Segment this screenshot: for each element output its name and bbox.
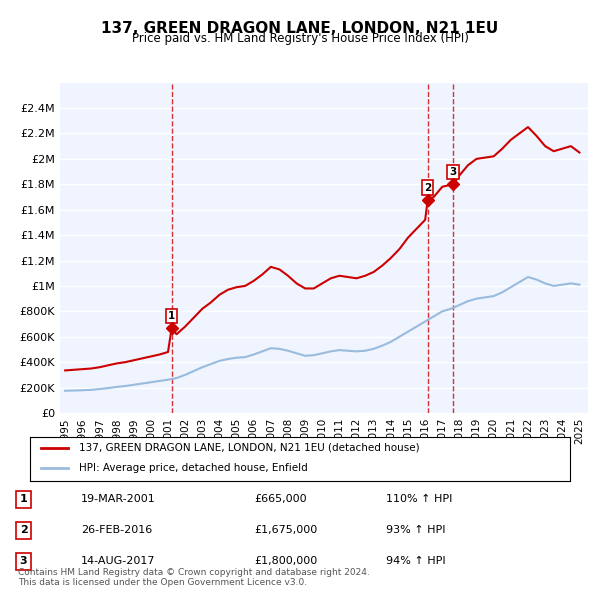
Text: Contains HM Land Registry data © Crown copyright and database right 2024.
This d: Contains HM Land Registry data © Crown c… bbox=[18, 568, 370, 587]
Text: £1,800,000: £1,800,000 bbox=[254, 556, 317, 566]
Text: 2: 2 bbox=[20, 526, 28, 535]
Text: HPI: Average price, detached house, Enfield: HPI: Average price, detached house, Enfi… bbox=[79, 464, 307, 473]
Text: 26-FEB-2016: 26-FEB-2016 bbox=[81, 526, 152, 535]
Text: 19-MAR-2001: 19-MAR-2001 bbox=[81, 494, 156, 504]
Text: Price paid vs. HM Land Registry's House Price Index (HPI): Price paid vs. HM Land Registry's House … bbox=[131, 32, 469, 45]
Text: 137, GREEN DRAGON LANE, LONDON, N21 1EU (detached house): 137, GREEN DRAGON LANE, LONDON, N21 1EU … bbox=[79, 442, 419, 453]
Text: 94% ↑ HPI: 94% ↑ HPI bbox=[386, 556, 446, 566]
Text: 3: 3 bbox=[20, 556, 28, 566]
Text: £1,675,000: £1,675,000 bbox=[254, 526, 317, 535]
Text: 14-AUG-2017: 14-AUG-2017 bbox=[81, 556, 155, 566]
Text: 93% ↑ HPI: 93% ↑ HPI bbox=[386, 526, 446, 535]
Text: 1: 1 bbox=[20, 494, 28, 504]
Text: 2: 2 bbox=[424, 182, 431, 192]
Text: 110% ↑ HPI: 110% ↑ HPI bbox=[386, 494, 453, 504]
Text: 1: 1 bbox=[168, 311, 175, 321]
Text: 3: 3 bbox=[449, 166, 457, 176]
Text: 137, GREEN DRAGON LANE, LONDON, N21 1EU: 137, GREEN DRAGON LANE, LONDON, N21 1EU bbox=[101, 21, 499, 35]
Text: £665,000: £665,000 bbox=[254, 494, 307, 504]
